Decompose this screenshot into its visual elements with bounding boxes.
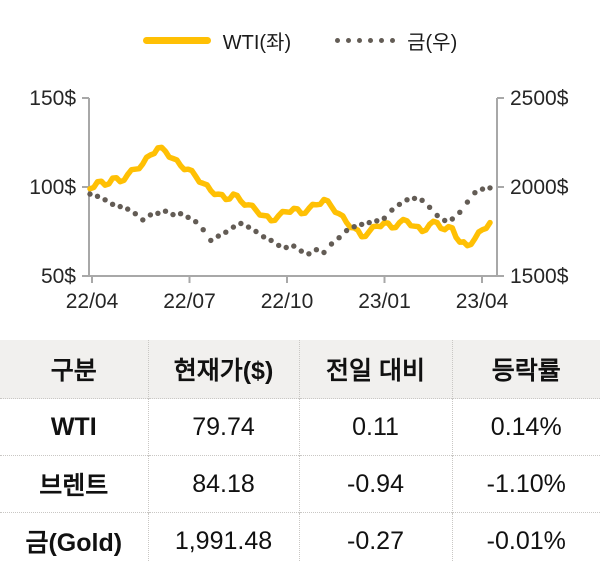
svg-text:22/10: 22/10 bbox=[261, 290, 314, 313]
gold-dots-swatch bbox=[335, 38, 396, 43]
gold-change-rate: -0.01% bbox=[451, 512, 600, 561]
svg-text:2000$: 2000$ bbox=[510, 176, 569, 199]
table-row-wti: WTI 79.74 0.11 0.14% bbox=[0, 398, 600, 456]
legend-item-wti: WTI(좌) bbox=[142, 26, 292, 55]
brent-price: 84.18 bbox=[147, 455, 299, 513]
svg-text:150$: 150$ bbox=[29, 87, 76, 110]
table-row-brent: 브렌트 84.18 -0.94 -1.10% bbox=[0, 455, 600, 513]
row-label-brent: 브렌트 bbox=[0, 455, 148, 513]
svg-text:100$: 100$ bbox=[29, 176, 76, 199]
gold-price: 1,991.48 bbox=[147, 512, 299, 561]
gold-change: -0.27 bbox=[298, 512, 452, 561]
brent-change: -0.94 bbox=[298, 455, 452, 513]
wti-line-swatch bbox=[142, 37, 211, 44]
header-change-rate: 등락률 bbox=[451, 340, 600, 399]
wti-price: 79.74 bbox=[147, 398, 299, 456]
quote-table: 구분 현재가($) 전일 대비 등락률 WTI 79.74 0.11 0.14%… bbox=[0, 340, 600, 561]
row-label-gold: 금(Gold) bbox=[0, 512, 148, 561]
header-current-price: 현재가($) bbox=[147, 340, 299, 399]
wti-change-rate: 0.14% bbox=[451, 398, 600, 456]
wti-change: 0.11 bbox=[298, 398, 452, 456]
svg-text:1500$: 1500$ bbox=[510, 265, 569, 288]
header-category: 구분 bbox=[0, 340, 148, 399]
header-day-change: 전일 대비 bbox=[298, 340, 452, 399]
legend-item-gold: 금(우) bbox=[335, 26, 457, 55]
brent-change-rate: -1.10% bbox=[451, 455, 600, 513]
svg-text:50$: 50$ bbox=[41, 265, 76, 288]
legend-wti-label: WTI(좌) bbox=[222, 32, 292, 54]
table-row-gold: 금(Gold) 1,991.48 -0.27 -0.01% bbox=[0, 512, 600, 561]
legend-gold-label: 금(우) bbox=[407, 32, 458, 54]
chart-legend: WTI(좌) 금(우) bbox=[0, 26, 600, 55]
svg-text:23/01: 23/01 bbox=[358, 290, 411, 313]
svg-text:2500$: 2500$ bbox=[510, 87, 569, 110]
price-chart: 150$ 2500$ 100$ 2000$ 50$ 1500$ 22/04 22/07 22/1… bbox=[29, 87, 569, 313]
svg-text:23/04: 23/04 bbox=[456, 290, 509, 313]
row-label-wti: WTI bbox=[0, 398, 148, 456]
svg-text:22/07: 22/07 bbox=[163, 290, 216, 313]
svg-text:22/04: 22/04 bbox=[66, 290, 119, 313]
table-header-row: 구분 현재가($) 전일 대비 등락률 bbox=[0, 340, 600, 399]
